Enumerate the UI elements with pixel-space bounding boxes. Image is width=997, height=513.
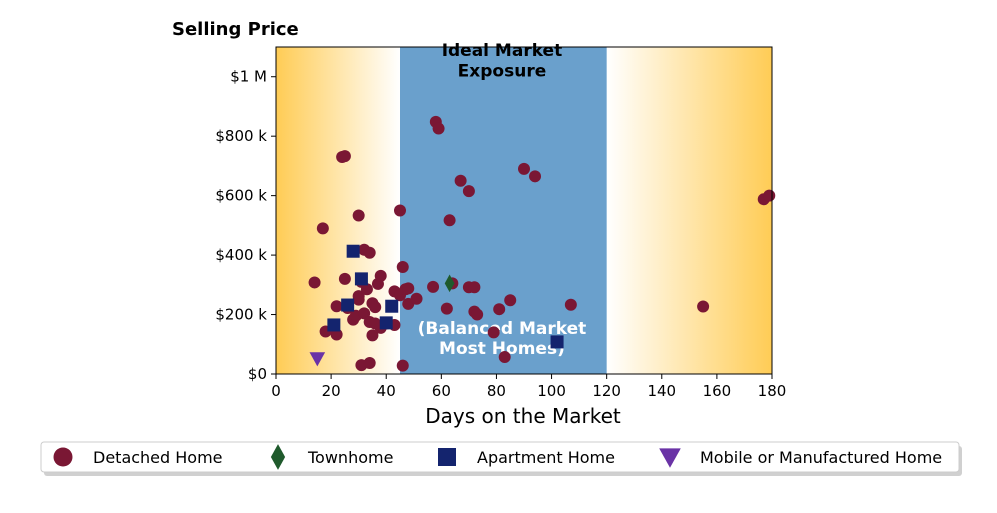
annotation-line-1: Ideal Market	[442, 41, 563, 61]
data-point	[374, 269, 387, 282]
legend: Detached Home Townhome Apartment Home Mobil…	[40, 441, 962, 476]
data-point	[410, 292, 423, 305]
series-detached-home	[308, 115, 776, 372]
data-point	[330, 300, 343, 313]
data-point	[444, 274, 455, 293]
data-point	[330, 328, 343, 341]
legend-marker	[270, 444, 286, 470]
data-point	[440, 302, 453, 315]
data-point	[518, 162, 530, 175]
x-tick-label: 140	[647, 382, 676, 400]
data-point	[338, 150, 351, 163]
data-point	[379, 316, 393, 330]
data-point	[352, 209, 365, 222]
legend-label: Mobile or Manufactured Home	[700, 448, 942, 467]
data-point	[454, 174, 467, 187]
data-point	[360, 283, 373, 296]
data-point	[358, 307, 371, 320]
data-point	[316, 222, 329, 235]
legend-box	[40, 441, 960, 473]
data-point	[352, 293, 365, 306]
data-point	[529, 170, 542, 183]
annotation-line-1: (Balanced Market	[418, 319, 587, 339]
data-point	[327, 318, 341, 332]
x-tick-label: 20	[322, 382, 341, 400]
data-point	[366, 329, 379, 342]
legend-item: Townhome	[270, 444, 393, 470]
data-point	[363, 357, 376, 370]
annotation-line-2: Exposure	[458, 62, 547, 82]
data-point	[504, 294, 517, 307]
y-tick-label: $0	[248, 365, 267, 383]
legend-label: Townhome	[307, 448, 393, 467]
data-point	[354, 272, 368, 286]
data-point	[369, 301, 382, 314]
y-tick-label: $400 k	[215, 246, 267, 264]
data-points	[308, 115, 776, 372]
data-point	[338, 272, 351, 285]
data-point	[402, 282, 415, 295]
data-point	[498, 351, 511, 364]
x-tick-label: 100	[537, 382, 566, 400]
y-axis: $0 $200 k $400 k $600 k $800 k $1 M	[215, 68, 276, 383]
data-point	[550, 335, 564, 349]
legend-marker	[659, 448, 681, 468]
data-point	[396, 260, 409, 273]
x-tick-label: 40	[377, 382, 396, 400]
y-tick-label: $600 k	[215, 187, 267, 205]
x-axis-label: Days on the Market	[425, 404, 621, 428]
data-point	[564, 298, 577, 311]
x-tick-label: 0	[271, 382, 281, 400]
legend-item: Detached Home	[53, 447, 223, 467]
data-point	[385, 299, 399, 313]
legend-item: Mobile or Manufactured Home	[659, 448, 942, 468]
series-townhome	[444, 274, 455, 293]
legend-item: Apartment Home	[438, 448, 615, 467]
data-point	[697, 300, 710, 313]
series-mobile-or-manufactured-home	[309, 352, 326, 367]
x-tick-label: 160	[703, 382, 732, 400]
data-point	[763, 189, 776, 202]
legend-marker	[438, 448, 456, 466]
data-point	[471, 308, 484, 321]
data-point	[309, 352, 326, 367]
chart-title: Selling Price	[172, 19, 299, 40]
series-apartment-home	[327, 244, 564, 349]
x-tick-label: 60	[432, 382, 451, 400]
data-point	[396, 359, 409, 372]
data-point	[493, 303, 506, 316]
data-point	[394, 204, 406, 217]
data-point	[462, 185, 475, 198]
data-point	[443, 214, 456, 227]
data-point	[468, 281, 481, 294]
ideal-exposure-band	[400, 47, 607, 374]
data-point	[427, 280, 440, 293]
data-point	[487, 326, 500, 339]
y-tick-label: $800 k	[215, 127, 267, 145]
x-tick-label: 120	[592, 382, 621, 400]
legend-label: Detached Home	[93, 448, 223, 467]
right-gradient-region	[606, 47, 772, 374]
plot-background	[276, 47, 772, 374]
data-point	[363, 246, 376, 259]
legend-label: Apartment Home	[477, 448, 615, 467]
data-point	[341, 298, 355, 312]
annotation-line-2: Most Homes)	[439, 339, 565, 359]
x-tick-label: 180	[758, 382, 787, 400]
data-point	[346, 244, 360, 258]
y-tick-label: $200 k	[215, 306, 267, 324]
data-point	[308, 276, 321, 289]
legend-marker	[53, 447, 73, 467]
plot-frame	[275, 46, 773, 375]
x-tick-label: 80	[487, 382, 506, 400]
y-tick-label: $1 M	[230, 68, 267, 86]
x-axis: 0 20 40 60 80 100 120 140 160 180	[271, 374, 786, 400]
data-point	[432, 122, 445, 135]
